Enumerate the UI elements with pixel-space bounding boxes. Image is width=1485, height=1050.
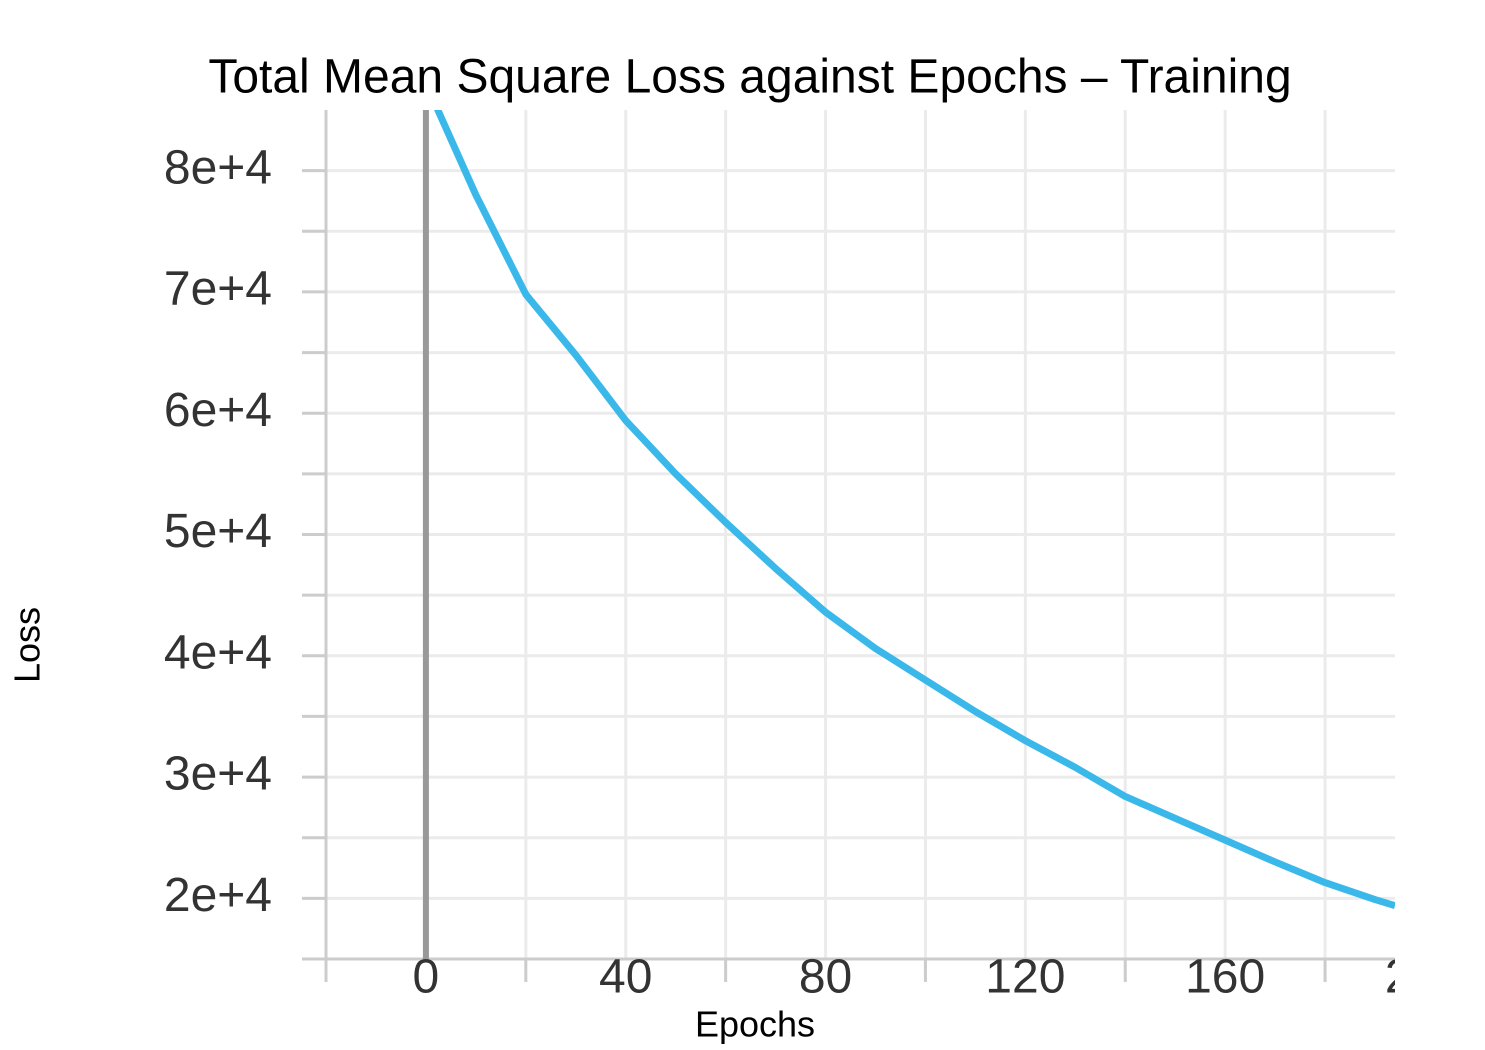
x-tick-label: 200 xyxy=(1385,951,1465,1004)
x-axis-label: Epochs xyxy=(695,1004,815,1045)
x-tick-label: 0 xyxy=(413,951,440,1004)
x-tick-labels: 0 40 80 120 160 200 xyxy=(413,951,1465,1004)
x-tick-label: 160 xyxy=(1185,951,1265,1004)
grid xyxy=(302,110,1395,982)
chart-title: Total Mean Square Loss against Epochs – … xyxy=(208,51,1291,104)
y-tick-label: 6e+4 xyxy=(164,384,272,437)
y-tick-label: 8e+4 xyxy=(164,141,272,194)
plot-area xyxy=(434,110,1395,909)
y-tick-label: 3e+4 xyxy=(164,748,272,801)
y-tick-label: 7e+4 xyxy=(164,263,272,316)
y-tick-label: 5e+4 xyxy=(164,505,272,558)
data-line xyxy=(434,110,1395,909)
y-tick-label: 4e+4 xyxy=(164,626,272,679)
x-tick-label: 120 xyxy=(985,951,1065,1004)
y-tick-label: 2e+4 xyxy=(164,869,272,922)
x-tick-label: 40 xyxy=(599,951,652,1004)
y-axis-label: Loss xyxy=(7,607,48,683)
x-tick-label: 80 xyxy=(799,951,852,1004)
